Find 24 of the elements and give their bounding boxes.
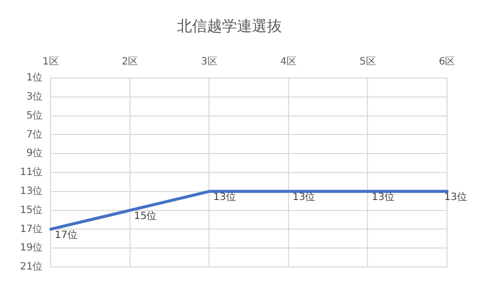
y-tick-label: 17位 [20,222,43,235]
y-tick-label: 11位 [20,166,43,178]
data-label: 13位 [372,190,394,203]
x-tick-label: 1区 [42,56,59,68]
data-label: 17位 [54,228,78,241]
data-label: 15位 [134,210,157,222]
chart-title: 北信越学連選抜 [177,16,282,35]
x-tick-label: 4区 [280,56,297,68]
y-tick-label: 5位 [26,109,43,122]
data-label: 13位 [292,190,316,203]
x-tick-label: 3区 [201,56,218,68]
y-tick-label: 9位 [26,147,43,160]
y-tick-label: 13位 [20,184,43,197]
y-tick-label: 19位 [20,242,43,254]
y-tick-label: 21位 [20,260,43,273]
x-tick-label: 2区 [122,56,138,68]
data-label: 13位 [213,190,236,203]
y-tick-label: 1位 [26,72,43,84]
data-label: 13位 [444,190,468,203]
y-tick-label: 15位 [20,204,43,216]
x-tick-label: 5区 [360,56,376,68]
x-tick-label: 6区 [438,56,456,68]
y-tick-label: 3位 [26,90,43,102]
y-tick-label: 7位 [26,128,43,140]
